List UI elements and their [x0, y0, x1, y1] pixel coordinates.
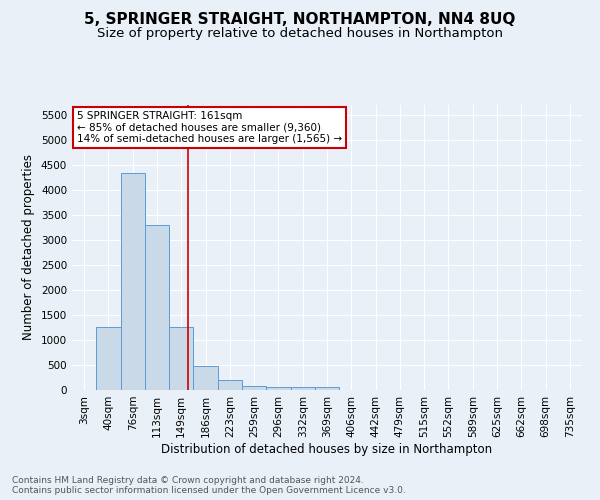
Bar [96, 326, 121, 390]
Y-axis label: Number of detached properties: Number of detached properties [22, 154, 35, 340]
Text: Contains HM Land Registry data © Crown copyright and database right 2024.
Contai: Contains HM Land Registry data © Crown c… [12, 476, 406, 495]
Text: 5, SPRINGER STRAIGHT, NORTHAMPTON, NN4 8UQ: 5, SPRINGER STRAIGHT, NORTHAMPTON, NN4 8… [85, 12, 515, 28]
Bar [121, 172, 145, 390]
Bar [315, 387, 339, 390]
Bar [218, 380, 242, 390]
X-axis label: Distribution of detached houses by size in Northampton: Distribution of detached houses by size … [161, 442, 493, 456]
Bar [145, 225, 169, 390]
Bar [169, 326, 193, 390]
Text: Size of property relative to detached houses in Northampton: Size of property relative to detached ho… [97, 28, 503, 40]
Bar [266, 387, 290, 390]
Bar [193, 366, 218, 390]
Bar [242, 386, 266, 390]
Text: 5 SPRINGER STRAIGHT: 161sqm
← 85% of detached houses are smaller (9,360)
14% of : 5 SPRINGER STRAIGHT: 161sqm ← 85% of det… [77, 110, 342, 144]
Bar [290, 387, 315, 390]
